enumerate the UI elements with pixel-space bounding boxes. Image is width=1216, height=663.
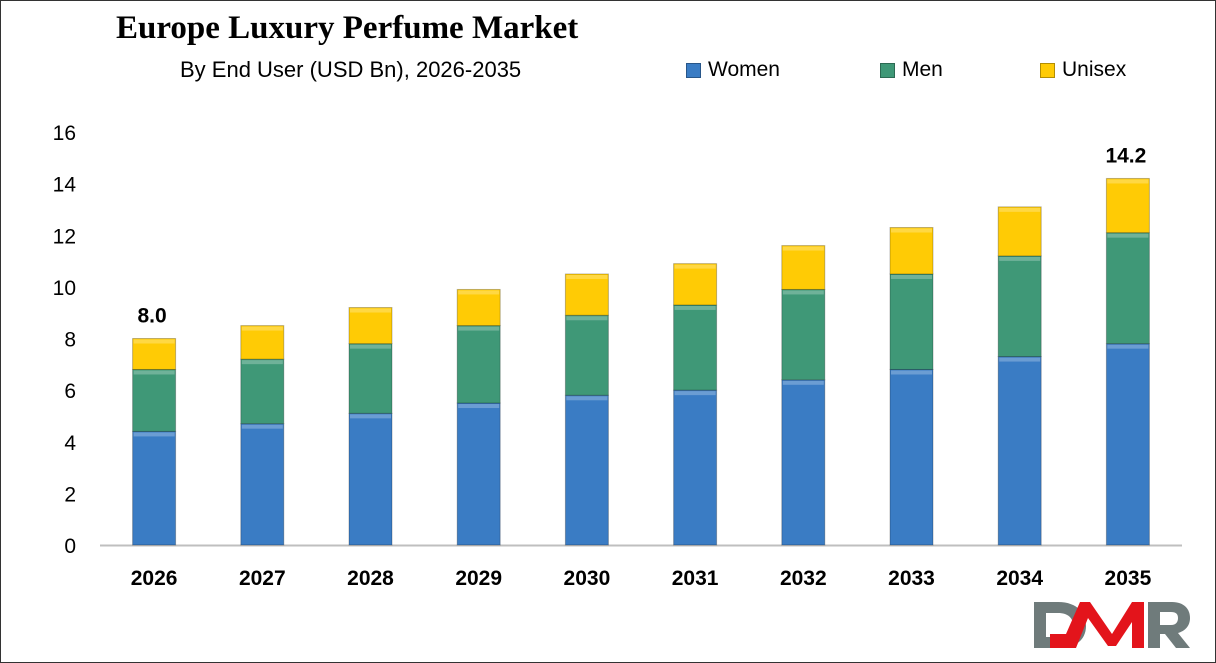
bar-men-2028 (348, 343, 393, 414)
y-tick-label: 16 (53, 122, 76, 145)
chart-title: Europe Luxury Perfume Market (116, 10, 579, 46)
bar-highlight (674, 264, 716, 269)
bar-men-2032 (781, 288, 826, 381)
bar-highlight (1107, 233, 1149, 238)
bar-highlight (674, 391, 716, 396)
bar-highlight (458, 290, 500, 295)
bar-women-2028 (348, 412, 393, 546)
y-tick-label: 4 (64, 432, 76, 455)
bar-highlight (1107, 344, 1149, 349)
x-tick-label: 2026 (131, 567, 178, 590)
bar-unisex-2031 (673, 263, 718, 306)
bar-unisex-2032 (781, 245, 826, 290)
bar-highlight (133, 370, 175, 375)
bar-unisex-2029 (456, 288, 501, 327)
bar-men-2033 (889, 273, 934, 370)
legend-swatch-unisex (1040, 62, 1055, 78)
data-label: 14.2 (1105, 144, 1146, 167)
bar-unisex-2027 (240, 325, 285, 360)
x-tick-label: 2029 (455, 567, 502, 590)
bar-women-2035 (1105, 343, 1150, 546)
bar-men-2035 (1105, 232, 1150, 345)
bar-women-2031 (673, 389, 718, 546)
bar-highlight (782, 380, 824, 385)
legend-item-women: Women (686, 58, 780, 82)
x-tick-label: 2034 (996, 567, 1043, 590)
bar-highlight (891, 228, 932, 233)
bar-highlight (350, 414, 391, 419)
legend-label-women: Women (708, 58, 780, 81)
x-tick-label: 2033 (888, 567, 935, 590)
bar-highlight (566, 396, 608, 401)
x-tick-label: 2031 (672, 567, 719, 590)
legend-swatch-men (880, 62, 895, 78)
bar-highlight (458, 404, 500, 409)
chart-subtitle: By End User (USD Bn), 2026-2035 (180, 57, 522, 82)
bar-unisex-2028 (348, 307, 393, 345)
dmr-logo (1034, 602, 1190, 648)
bar-men-2027 (240, 358, 285, 425)
bar-women-2029 (456, 402, 501, 546)
bar-women-2032 (781, 379, 826, 546)
bar-unisex-2035 (1105, 177, 1150, 234)
bar-highlight (241, 326, 283, 331)
bar-highlight (350, 308, 391, 313)
legend-item-men: Men (880, 58, 943, 82)
y-tick-label: 12 (53, 225, 76, 248)
y-tick-label: 2 (64, 483, 76, 506)
bar-women-2027 (240, 423, 285, 546)
bar-highlight (241, 360, 283, 365)
bar-highlight (566, 274, 608, 279)
bar-men-2031 (673, 304, 718, 391)
bar-highlight (891, 274, 932, 279)
bar-highlight (566, 316, 608, 321)
bar-highlight (674, 305, 716, 310)
y-tick-label: 6 (64, 380, 76, 403)
bar-highlight (782, 290, 824, 295)
x-tick-label: 2027 (239, 567, 286, 590)
y-tick-label: 8 (64, 329, 76, 352)
legend-swatch-women (686, 62, 701, 78)
bar-highlight (999, 256, 1041, 261)
bar-women-2034 (997, 356, 1042, 546)
bar-highlight (999, 357, 1041, 362)
legend-label-unisex: Unisex (1062, 58, 1127, 81)
y-tick-label: 0 (64, 535, 76, 558)
y-tick-label: 10 (53, 277, 76, 300)
x-tick-label: 2032 (780, 567, 827, 590)
bar-men-2034 (997, 255, 1042, 358)
bar-women-2030 (564, 394, 609, 546)
y-tick-label: 14 (53, 174, 77, 197)
bar-highlight (1107, 179, 1149, 184)
x-tick-label: 2035 (1105, 567, 1152, 590)
bar-highlight (133, 432, 175, 437)
bar-highlight (999, 207, 1041, 212)
legend-label-men: Men (902, 58, 943, 81)
bar-men-2026 (132, 368, 177, 432)
bar-men-2029 (456, 325, 501, 404)
bar-women-2026 (132, 430, 177, 546)
bar-highlight (133, 339, 175, 344)
bar-men-2030 (564, 314, 609, 396)
x-tick-label: 2030 (564, 567, 611, 590)
bar-unisex-2033 (889, 227, 934, 275)
bar-highlight (458, 326, 500, 331)
bar-highlight (891, 370, 932, 375)
data-label: 8.0 (137, 305, 166, 328)
bar-women-2033 (889, 368, 934, 546)
bar-highlight (241, 424, 283, 429)
bar-unisex-2034 (997, 206, 1042, 257)
bar-highlight (782, 246, 824, 251)
bar-highlight (350, 344, 391, 349)
bar-unisex-2030 (564, 273, 609, 316)
legend-item-unisex: Unisex (1040, 58, 1126, 82)
bar-unisex-2026 (132, 338, 177, 370)
x-tick-label: 2028 (347, 567, 394, 590)
